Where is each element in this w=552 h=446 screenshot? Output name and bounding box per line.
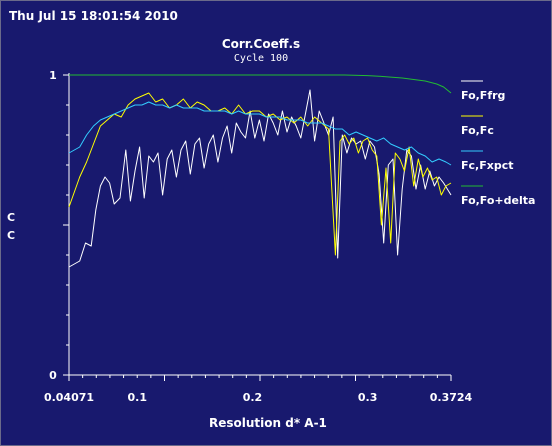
x-tick-label: 0.3 — [358, 391, 378, 404]
y-tick-label: 1 — [49, 69, 57, 82]
legend-entry: Fo,Ffrg — [461, 89, 505, 102]
y-axis-label-line: C — [7, 211, 16, 224]
y-axis-label-line: C — [7, 229, 16, 242]
x-tick-label: 0.1 — [128, 391, 148, 404]
legend-entry: Fc,Fxpct — [461, 159, 513, 172]
x-tick-label: 0.2 — [243, 391, 263, 404]
chart-title: Corr.Coeff.s — [221, 37, 301, 51]
legend-entry: Fo,Fo+delta — [461, 194, 535, 207]
y-tick-label: 0 — [49, 369, 57, 382]
timestamp-label: Thu Jul 15 18:01:54 2010 — [9, 9, 178, 23]
x-axis-label: Resolution d* A-1 — [209, 416, 327, 430]
chart-subtitle: Cycle 100 — [233, 53, 289, 64]
series-line-3 — [68, 101, 452, 166]
legend-entry: Fo,Fc — [461, 124, 494, 137]
series-line-1 — [68, 89, 452, 268]
x-tick-label: 0.3724 — [430, 391, 473, 404]
series-line-4 — [69, 74, 452, 94]
x-tick-label: 0.04071 — [44, 391, 94, 404]
